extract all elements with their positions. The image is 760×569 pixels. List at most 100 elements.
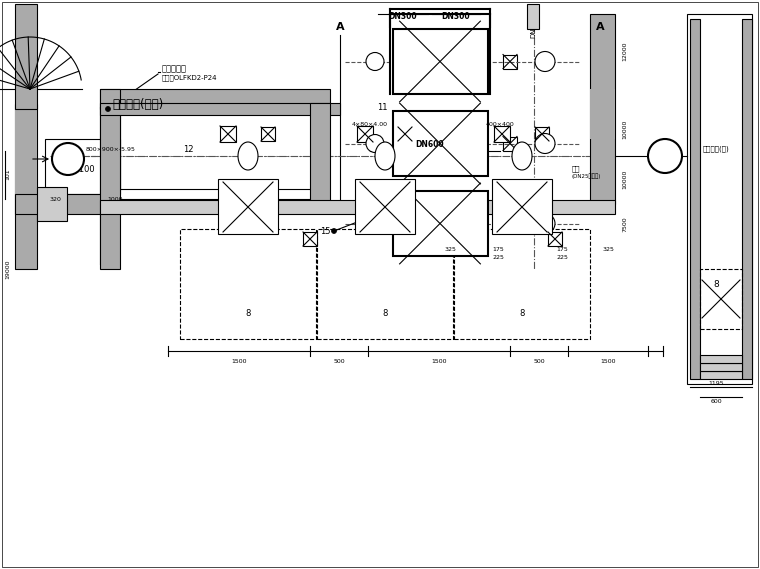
Bar <box>590 14 615 204</box>
Text: DN400: DN400 <box>530 14 536 38</box>
Circle shape <box>52 143 84 175</box>
Text: 8: 8 <box>519 310 524 319</box>
Text: 500: 500 <box>333 359 345 364</box>
Text: 4×80×4.00: 4×80×4.00 <box>352 122 388 126</box>
Text: ZP100: ZP100 <box>68 164 95 174</box>
Text: 225: 225 <box>556 254 568 259</box>
Bar <box>15 104 37 199</box>
Bar <box>700 371 742 379</box>
Ellipse shape <box>375 142 395 170</box>
Circle shape <box>535 134 555 154</box>
Text: DN300: DN300 <box>442 12 470 21</box>
Text: 800×900×-5.95: 800×900×-5.95 <box>86 146 136 151</box>
Bar <box>494 126 510 142</box>
Text: 19000: 19000 <box>5 259 11 279</box>
Bar <box>37 187 67 221</box>
Bar <box>45 139 120 194</box>
Circle shape <box>366 52 384 71</box>
Bar <box>100 89 120 269</box>
Bar <box>15 104 37 269</box>
Circle shape <box>106 106 110 112</box>
Text: 400×400: 400×400 <box>486 122 515 126</box>
Text: 1000: 1000 <box>107 196 123 201</box>
Text: 325: 325 <box>602 246 614 251</box>
Bar <box>535 127 549 141</box>
Text: 11: 11 <box>377 102 388 112</box>
Bar <box>100 89 330 109</box>
Bar <box>398 127 412 141</box>
Bar <box>180 229 316 339</box>
Bar <box>357 126 373 142</box>
Text: 12: 12 <box>182 145 193 154</box>
Bar <box>503 137 517 150</box>
Bar <box>303 232 317 246</box>
Text: G: G <box>659 149 671 163</box>
Text: 175: 175 <box>556 246 568 251</box>
Bar <box>218 179 278 234</box>
Text: 8: 8 <box>713 279 719 288</box>
Bar <box>700 363 742 371</box>
Text: 1500: 1500 <box>600 359 616 364</box>
Text: 101: 101 <box>5 168 11 180</box>
Text: 225: 225 <box>492 254 504 259</box>
Text: 15: 15 <box>320 226 331 236</box>
Text: 175: 175 <box>492 246 504 251</box>
Bar <box>590 89 615 139</box>
Text: 600: 600 <box>710 399 722 404</box>
Bar <box>742 19 752 379</box>
Bar <box>317 229 453 339</box>
Bar <box>100 200 615 214</box>
Text: 排放: 排放 <box>572 166 581 172</box>
Text: A: A <box>336 22 344 32</box>
Bar <box>700 269 742 329</box>
Bar <box>700 355 742 363</box>
Text: 消风机房(战): 消风机房(战) <box>703 146 730 152</box>
Text: 1195: 1195 <box>708 381 724 386</box>
Text: 10000: 10000 <box>622 119 627 139</box>
Circle shape <box>366 134 384 152</box>
Text: A: A <box>596 22 604 32</box>
Text: 8: 8 <box>245 310 251 319</box>
Text: 12000: 12000 <box>622 41 627 61</box>
Bar <box>393 111 488 176</box>
Text: 1500: 1500 <box>431 359 447 364</box>
Text: 8: 8 <box>382 310 388 319</box>
Circle shape <box>366 215 384 233</box>
Bar <box>503 55 517 68</box>
Bar <box>548 232 562 246</box>
Text: 剑桥湖位置: 剑桥湖位置 <box>162 64 187 73</box>
Text: 7500: 7500 <box>622 216 627 232</box>
Bar <box>393 29 488 94</box>
Ellipse shape <box>238 142 258 170</box>
Bar <box>492 179 552 234</box>
Bar <box>687 14 752 384</box>
Circle shape <box>535 52 555 72</box>
Bar <box>15 194 110 214</box>
Text: 11: 11 <box>377 183 388 192</box>
Circle shape <box>331 229 337 233</box>
Text: 500: 500 <box>534 359 545 364</box>
Bar <box>393 191 488 256</box>
Bar <box>503 216 517 230</box>
Bar <box>261 127 275 141</box>
Text: 1500: 1500 <box>231 359 247 364</box>
Text: 机房编OLFKD2-P24: 机房编OLFKD2-P24 <box>162 75 217 81</box>
Bar <box>355 179 415 234</box>
Circle shape <box>535 213 555 233</box>
Text: FD: FD <box>61 154 75 164</box>
Text: DN300: DN300 <box>388 12 417 21</box>
Bar <box>527 4 539 29</box>
Text: 320: 320 <box>49 196 61 201</box>
Text: 325: 325 <box>444 246 456 251</box>
Text: 10000: 10000 <box>622 170 627 189</box>
Bar <box>15 4 37 109</box>
Text: DN600: DN600 <box>416 140 445 149</box>
Bar <box>454 229 590 339</box>
Circle shape <box>648 139 682 173</box>
Text: (DN25管附排): (DN25管附排) <box>572 173 601 179</box>
Ellipse shape <box>512 142 532 170</box>
Bar <box>220 126 236 142</box>
Bar <box>690 19 700 379</box>
Bar <box>100 103 340 115</box>
Text: 进风机房(战时): 进风机房(战时) <box>112 97 163 110</box>
